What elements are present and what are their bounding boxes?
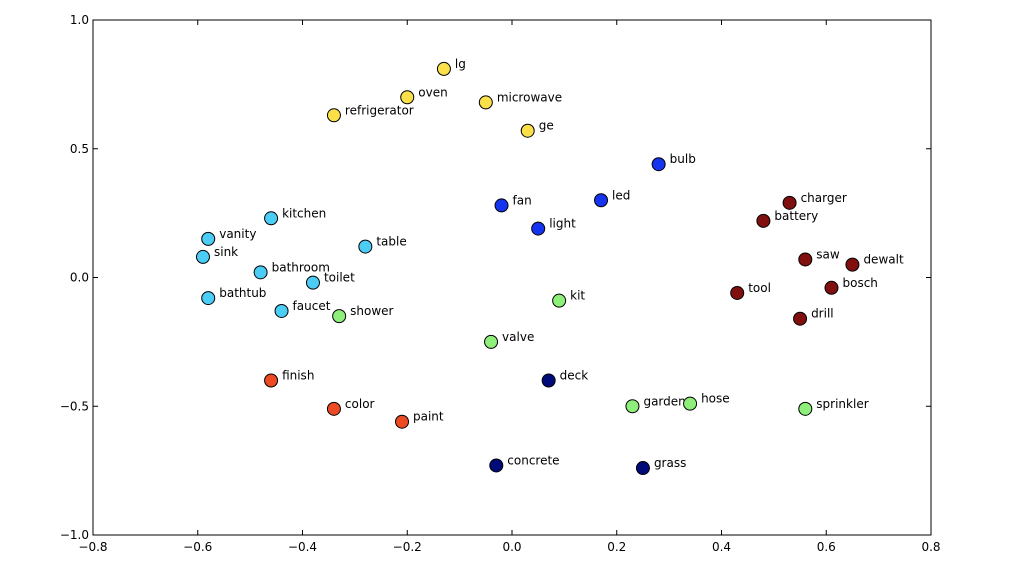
point-label-bathtub: bathtub — [219, 286, 266, 300]
point-label-paint: paint — [413, 410, 444, 424]
point-label-microwave: microwave — [497, 90, 562, 104]
data-point-bathroom — [253, 265, 268, 280]
point-label-color: color — [345, 397, 375, 411]
y-tick-label: −1.0 — [60, 528, 89, 542]
data-point-valve — [484, 334, 499, 349]
point-label-finish: finish — [282, 369, 314, 383]
point-label-sink: sink — [214, 245, 238, 259]
point-label-bathroom: bathroom — [272, 260, 330, 274]
plot-area — [92, 19, 932, 536]
point-label-tool: tool — [748, 281, 771, 295]
point-label-fan: fan — [513, 193, 532, 207]
point-label-sprinkler: sprinkler — [816, 397, 868, 411]
tick-layer: −0.8 −0.6 −0.4 −0.2 0.0 0.2 0.4 0.6 0.8 −1.0 −0.5 0… — [60, 13, 941, 554]
point-label-faucet: faucet — [293, 299, 331, 313]
data-point-finish — [264, 373, 279, 388]
point-label-concrete: concrete — [507, 453, 559, 467]
x-tick-label: 0.2 — [607, 540, 626, 554]
data-point-sink — [195, 249, 210, 264]
point-label-drill: drill — [811, 307, 834, 321]
data-point-light — [531, 221, 546, 236]
x-tick-label: 0.0 — [502, 540, 521, 554]
point-label-deck: deck — [560, 369, 589, 383]
point-label-table: table — [376, 235, 406, 249]
data-point-bathtub — [201, 291, 216, 306]
data-point-concrete — [489, 458, 504, 473]
data-point-lg — [436, 61, 451, 76]
point-label-oven: oven — [418, 85, 447, 99]
point-label-saw: saw — [816, 247, 840, 261]
data-point-refrigerator — [326, 108, 341, 123]
data-point-paint — [395, 414, 410, 429]
data-point-hose — [683, 396, 698, 411]
data-point-deck — [541, 373, 556, 388]
point-label-garden: garden — [643, 394, 685, 408]
point-label-dewalt: dewalt — [863, 253, 904, 267]
data-point-garden — [625, 399, 640, 414]
point-label-vanity: vanity — [219, 227, 256, 241]
data-point-tool — [730, 285, 745, 300]
x-tick-label: −0.4 — [288, 540, 317, 554]
data-point-microwave — [478, 95, 493, 110]
y-tick-label: 1.0 — [70, 13, 89, 27]
x-tick-label: −0.8 — [78, 540, 107, 554]
point-label-led: led — [612, 188, 630, 202]
point-label-kitchen: kitchen — [282, 206, 326, 220]
data-point-ge — [520, 123, 535, 138]
y-tick-label: 0.0 — [70, 271, 89, 285]
data-point-bosch — [824, 280, 839, 295]
point-label-valve: valve — [502, 330, 534, 344]
data-point-battery — [756, 213, 771, 228]
point-label-battery: battery — [774, 209, 818, 223]
point-label-shower: shower — [350, 304, 393, 318]
point-label-refrigerator: refrigerator — [345, 103, 414, 117]
data-point-oven — [400, 90, 415, 105]
x-tick-label: 0.6 — [817, 540, 836, 554]
data-point-fan — [494, 198, 509, 213]
data-point-color — [326, 401, 341, 416]
point-label-light: light — [549, 217, 576, 231]
data-point-shower — [332, 309, 347, 324]
point-label-bulb: bulb — [670, 152, 696, 166]
data-point-led — [594, 193, 609, 208]
x-tick-label: 0.8 — [921, 540, 940, 554]
point-label-kit: kit — [570, 289, 585, 303]
x-tick-label: −0.6 — [183, 540, 212, 554]
data-point-bulb — [651, 157, 666, 172]
data-point-table — [358, 239, 373, 254]
data-point-sprinkler — [798, 401, 813, 416]
data-point-kitchen — [264, 211, 279, 226]
data-point-faucet — [274, 303, 289, 318]
data-point-vanity — [201, 231, 216, 246]
data-point-charger — [782, 195, 797, 210]
point-label-hose: hose — [701, 392, 730, 406]
point-label-grass: grass — [654, 456, 686, 470]
point-label-charger: charger — [801, 191, 847, 205]
x-tick-label: −0.2 — [393, 540, 422, 554]
data-point-kit — [552, 293, 567, 308]
y-tick-label: 0.5 — [70, 142, 89, 156]
x-tick-label: 0.4 — [712, 540, 731, 554]
data-point-saw — [798, 252, 813, 267]
data-point-dewalt — [845, 257, 860, 272]
point-label-toilet: toilet — [324, 271, 355, 285]
point-label-bosch: bosch — [842, 276, 877, 290]
point-label-lg: lg — [455, 57, 466, 71]
point-label-ge: ge — [539, 119, 554, 133]
data-point-grass — [635, 461, 650, 476]
y-tick-label: −0.5 — [60, 399, 89, 413]
data-point-toilet — [305, 275, 320, 290]
data-point-drill — [793, 311, 808, 326]
